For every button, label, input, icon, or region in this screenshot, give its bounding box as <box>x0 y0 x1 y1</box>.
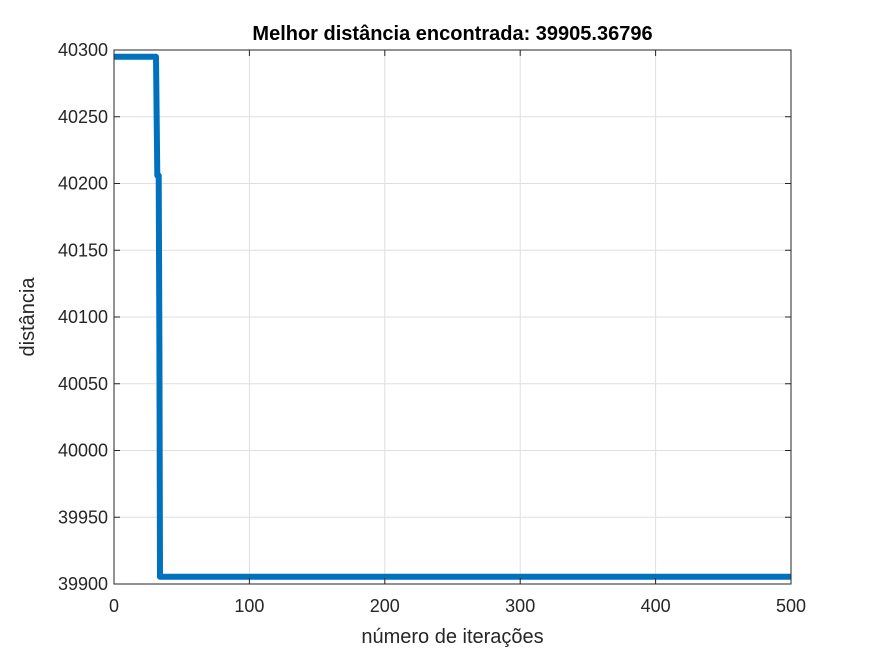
y-tick-label: 40300 <box>58 40 108 60</box>
grid-lines <box>114 50 791 584</box>
axis-ticks: 0 100 200 300 400 500 39900 39950 40000 40050 4010… <box>58 40 806 616</box>
y-tick-label: 40250 <box>58 107 108 127</box>
x-tick-label: 100 <box>234 596 264 616</box>
x-tick-label: 500 <box>776 596 806 616</box>
y-tick-label: 40200 <box>58 174 108 194</box>
x-tick-label: 300 <box>505 596 535 616</box>
x-tick-label: 200 <box>370 596 400 616</box>
series-layer <box>114 53 791 580</box>
chart-title: Melhor distância encontrada: 39905.36796 <box>252 23 652 45</box>
y-tick-label: 40050 <box>58 374 108 394</box>
y-tick-label: 40150 <box>58 240 108 260</box>
series-line-1 <box>114 53 791 580</box>
y-axis-label: distância <box>17 277 39 357</box>
y-tick-label: 39900 <box>58 574 108 594</box>
x-tick-label: 400 <box>641 596 671 616</box>
y-tick-label: 39950 <box>58 507 108 527</box>
y-tick-label: 40100 <box>58 307 108 327</box>
x-axis-label: número de iterações <box>361 626 543 648</box>
y-tick-label: 40000 <box>58 441 108 461</box>
x-tick-label: 0 <box>109 596 119 616</box>
